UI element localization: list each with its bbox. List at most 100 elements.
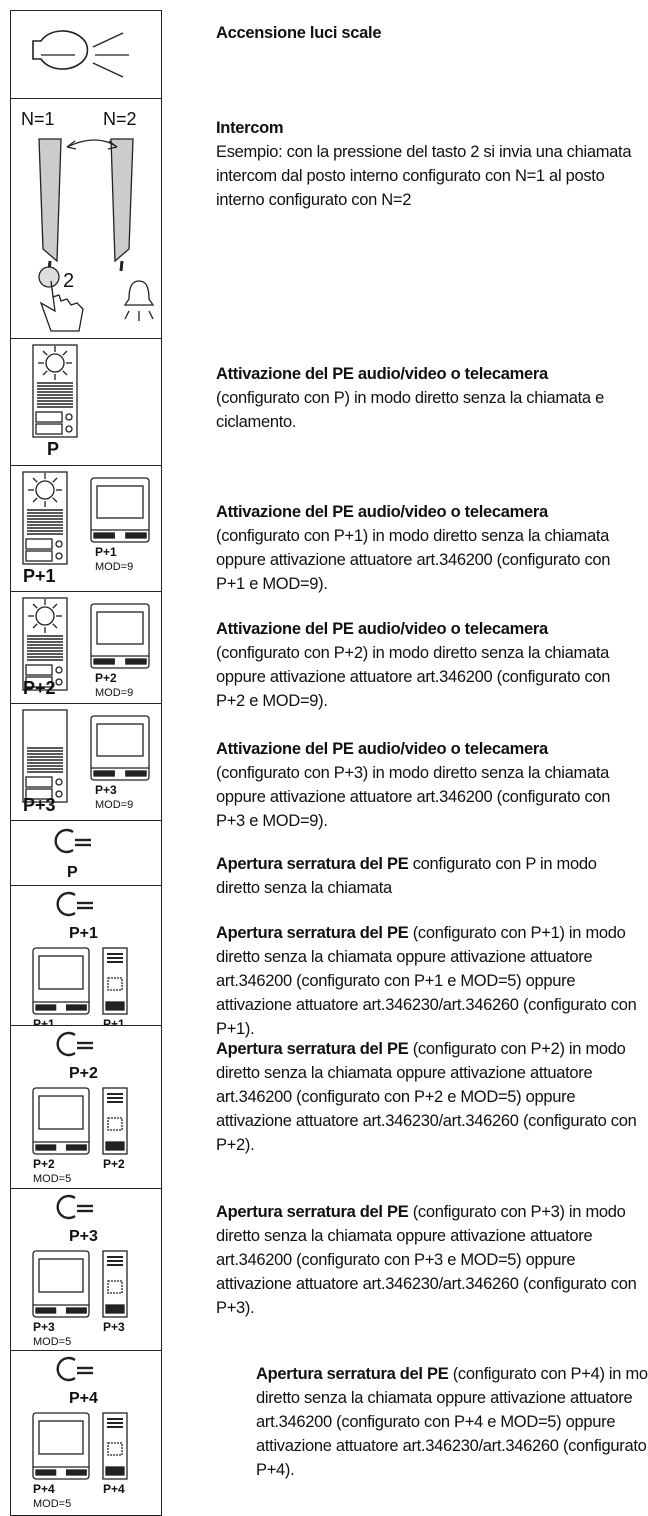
monitor-key bbox=[65, 1469, 87, 1476]
light-ray bbox=[32, 603, 38, 609]
bell-ray bbox=[124, 310, 130, 320]
button-dot bbox=[55, 678, 63, 686]
monitor-key bbox=[93, 532, 115, 539]
icon-label: MOD=5 bbox=[33, 1173, 71, 1185]
light-ray bbox=[62, 370, 68, 376]
monitor-screen bbox=[38, 1095, 84, 1130]
icon-label: MOD=5 bbox=[33, 1336, 71, 1348]
monitor-key bbox=[65, 1004, 87, 1011]
monitor bbox=[32, 1412, 90, 1480]
call-button bbox=[35, 423, 63, 435]
actuator bbox=[102, 947, 128, 1015]
icon: N=1 N=2 2 bbox=[21, 109, 155, 332]
icon: P+2 P+2 MOD=5 P+2 bbox=[32, 1031, 128, 1185]
light-ray bbox=[42, 350, 48, 356]
description-title: Apertura serratura del PE bbox=[256, 1365, 449, 1383]
actuator bbox=[102, 1250, 128, 1318]
description-title: Intercom bbox=[216, 119, 284, 137]
description: Apertura serratura del PE configurato co… bbox=[216, 852, 641, 900]
icon-label: MOD=5 bbox=[33, 1498, 71, 1510]
monitor-key bbox=[35, 1469, 57, 1476]
actuator-leds bbox=[107, 977, 123, 991]
icon-label: P+1 bbox=[103, 1017, 125, 1025]
description: Apertura serratura del PE (configurato c… bbox=[216, 921, 641, 1041]
description: Intercom Esempio: con la pressione del ta… bbox=[216, 116, 641, 212]
icon: P+1 P+1 MOD=9 bbox=[22, 471, 150, 586]
monitor bbox=[32, 1087, 90, 1155]
bell-ray bbox=[148, 310, 154, 320]
actuator bbox=[102, 1087, 128, 1155]
button-dot bbox=[65, 413, 73, 421]
icon: P+3 P+3 MOD=9 bbox=[22, 709, 150, 815]
monitor-key bbox=[35, 1144, 57, 1151]
icon-label: P+2 bbox=[95, 671, 117, 685]
icon bbox=[32, 30, 129, 78]
monitor bbox=[32, 1250, 90, 1318]
icon-label: P+1 bbox=[33, 1017, 55, 1025]
actuator-base bbox=[105, 1001, 125, 1011]
icon: P+4 P+4 MOD=5 P+4 bbox=[32, 1356, 128, 1510]
monitor bbox=[90, 477, 150, 543]
icon-label: P+2 bbox=[33, 1157, 55, 1171]
light-ray bbox=[52, 477, 58, 483]
call-button bbox=[25, 676, 53, 688]
bell bbox=[123, 280, 155, 306]
entrance-panel bbox=[22, 471, 68, 565]
description-text: (configurato con P+4) in modo diretto se… bbox=[256, 1365, 648, 1479]
description-title: Attivazione del PE audio/video o telecam… bbox=[216, 740, 548, 758]
icon-label: P+1 bbox=[95, 545, 117, 559]
monitor-key bbox=[93, 658, 115, 665]
light-ray bbox=[32, 623, 38, 629]
icon: P+2 P+2 MOD=9 bbox=[22, 597, 150, 699]
description-text: (configurato con P+1) in modo diretto se… bbox=[216, 924, 637, 1038]
button-dot bbox=[55, 552, 63, 560]
actuator-leds bbox=[107, 1280, 123, 1294]
lamp-bulb bbox=[32, 30, 89, 70]
icon-label: P+3 bbox=[23, 795, 56, 815]
description-text: (configurato con P+2) in modo diretto se… bbox=[216, 644, 611, 710]
monitor-key bbox=[35, 1004, 57, 1011]
actuator-base bbox=[105, 1466, 125, 1476]
monitor-key bbox=[65, 1144, 87, 1151]
light-ray bbox=[52, 603, 58, 609]
icon-label: MOD=9 bbox=[95, 799, 133, 811]
call-button bbox=[35, 411, 63, 423]
icon-label: P+1 bbox=[23, 566, 56, 586]
icon-cell bbox=[10, 10, 162, 99]
icon-cell: N=1 N=2 2 bbox=[10, 98, 162, 339]
monitor-screen bbox=[96, 485, 144, 519]
monitor-key bbox=[125, 658, 147, 665]
light-ray bbox=[42, 370, 48, 376]
icon-label: N=1 bbox=[21, 109, 55, 129]
icon-label: 2 bbox=[63, 270, 74, 292]
actuator-leds bbox=[107, 1117, 123, 1131]
button-dot bbox=[55, 790, 63, 798]
call-button bbox=[25, 664, 53, 676]
icon: P bbox=[54, 828, 91, 881]
icon-label: P+3 bbox=[95, 783, 117, 797]
icon-cell: P+3 P+3 MOD=9 bbox=[10, 703, 162, 821]
icon-label: P+1 bbox=[69, 925, 98, 942]
light-ray bbox=[62, 350, 68, 356]
icon-cell: P+2 P+2 MOD=5 P+2 bbox=[10, 1025, 162, 1189]
monitor-key bbox=[35, 1307, 57, 1314]
monitor bbox=[90, 603, 150, 669]
actuator-base bbox=[105, 1141, 125, 1151]
icon-label: P+2 bbox=[23, 678, 56, 698]
icon-label: P+4 bbox=[33, 1482, 55, 1496]
button-dot bbox=[65, 425, 73, 433]
light-ray bbox=[92, 62, 124, 78]
description-text: configurato con P in modo diretto senza … bbox=[216, 855, 597, 897]
monitor-screen bbox=[96, 611, 144, 645]
light-ray bbox=[92, 32, 124, 48]
icon-cell: P+1 P+1 MOD=9 bbox=[10, 465, 162, 592]
handset bbox=[38, 138, 62, 263]
icon: P+3 P+3 MOD=5 P+3 bbox=[32, 1194, 128, 1348]
icon-label: MOD=9 bbox=[95, 687, 133, 699]
camera-light bbox=[45, 353, 65, 373]
description-title: Apertura serratura del PE bbox=[216, 924, 409, 942]
monitor-screen bbox=[96, 723, 144, 757]
